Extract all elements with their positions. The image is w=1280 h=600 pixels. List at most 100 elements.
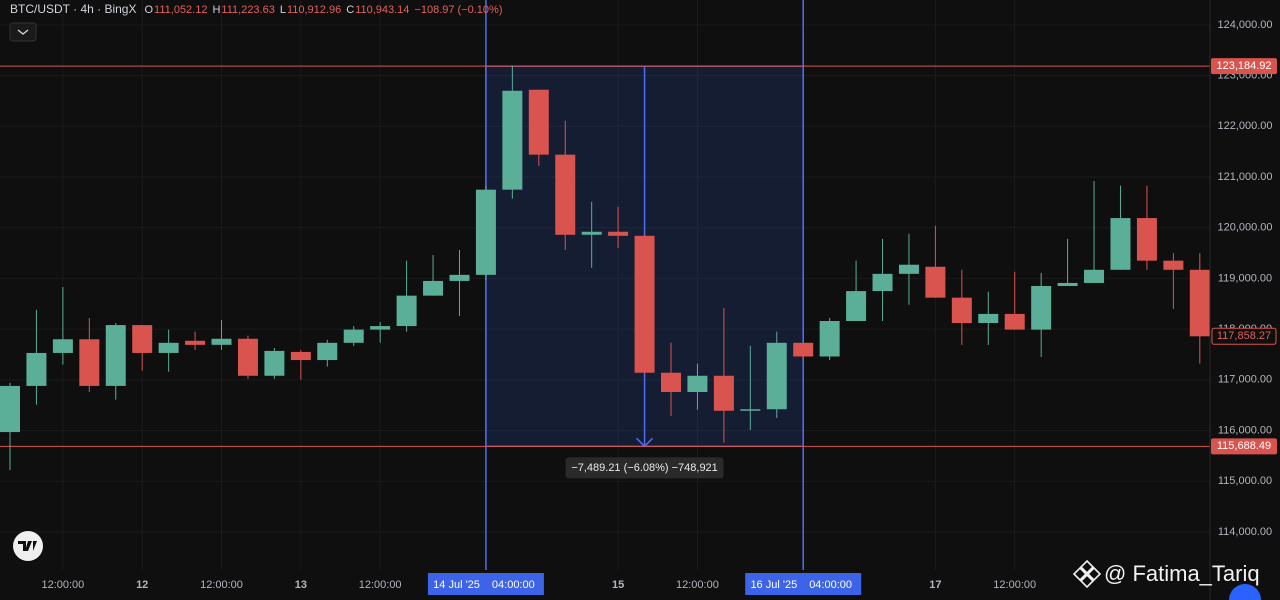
candle-body <box>502 90 523 190</box>
candle-body <box>555 154 576 235</box>
candle-body <box>661 372 681 393</box>
candle-body <box>1031 286 1052 330</box>
price-tag <box>1211 438 1277 455</box>
candle-body <box>1136 218 1157 261</box>
y-tick-label: 116,000.00 <box>1218 424 1272 436</box>
y-tick-label: 115,000.00 <box>1218 475 1272 487</box>
candle-body <box>1057 282 1078 287</box>
candle-body <box>26 352 47 386</box>
candle-body <box>237 338 258 376</box>
x-tick-label: 17 <box>929 579 941 591</box>
symbol-title: BTC/USDT · 4h · BingX <box>10 2 136 16</box>
candle-body <box>740 409 761 411</box>
y-tick-label: 120,000.00 <box>1217 222 1272 234</box>
tv-logo-mark <box>18 541 37 551</box>
candle-body <box>1110 218 1131 270</box>
candle-body <box>793 342 814 357</box>
candle-body <box>528 89 549 155</box>
collapse-button[interactable] <box>9 22 37 42</box>
y-tick-label: 124,000.00 <box>1217 19 1272 31</box>
candle-body <box>898 264 919 274</box>
candle-body <box>423 280 444 296</box>
candle-body <box>0 385 20 433</box>
price-tag-label: 115,688.49 <box>1217 440 1271 452</box>
y-tick-label: 117,000.00 <box>1218 374 1272 386</box>
y-axis: 114,000.00 115,000.00 116,000.00 117,000.00… <box>1211 19 1277 538</box>
candle-body <box>608 231 629 236</box>
candle-body <box>132 325 153 353</box>
ohlc-key: H <box>212 4 220 16</box>
x-tick-label: 12:00:00 <box>359 579 402 591</box>
plot: −7,489.21 (−6.08%) −748,921 <box>0 0 1210 570</box>
candle-body <box>79 339 100 386</box>
ohlc-value: 111,052.12 <box>154 4 207 16</box>
candle-body <box>158 342 179 353</box>
candle-body <box>396 295 417 327</box>
header: BTC/USDT · 4h · BingX O 111,052.12 H 111,223… <box>10 2 503 16</box>
y-tick-label: 121,000.00 <box>1217 171 1272 183</box>
measure-label: −7,489.21 (−6.08%) −748,921 <box>571 462 717 474</box>
candle-body <box>475 189 496 275</box>
ohlc-key: L <box>280 4 286 16</box>
watermark: @ Fatima_Tariq <box>1104 561 1260 586</box>
price-tag-label: 123,184.92 <box>1216 60 1271 72</box>
price-tag <box>1211 58 1277 75</box>
candle-body <box>687 375 708 393</box>
x-tick-label: 12:00:00 <box>41 579 84 591</box>
last-price-tag <box>1211 327 1277 345</box>
candle-body <box>634 235 655 373</box>
ohlc-change: −108.97 (−0.10%) <box>414 4 502 16</box>
collapse-icon <box>17 29 29 35</box>
watermark-icon <box>1072 559 1102 589</box>
x-tick-label: 15 <box>612 579 624 591</box>
candle-body <box>52 339 73 353</box>
candle-body <box>370 326 391 330</box>
candle-body <box>1163 260 1184 270</box>
y-tick-label: 122,000.00 <box>1217 120 1272 132</box>
y-tick-label: 114,000.00 <box>1218 526 1272 538</box>
candle-body <box>978 313 999 324</box>
ohlc-key: C <box>346 4 354 16</box>
scroll-button[interactable] <box>1229 584 1261 600</box>
candle-body <box>925 266 946 298</box>
ohlc-value: 110,912.96 <box>287 4 341 16</box>
x-tick-label: 13 <box>295 579 307 591</box>
ohlc-value: 111,223.63 <box>221 4 274 16</box>
candle-body <box>449 274 470 281</box>
ohlc-value: 110,943.14 <box>355 4 409 16</box>
candle-body <box>185 340 206 345</box>
measure-label-bg <box>565 457 724 479</box>
last-price-label: 117,858.27 <box>1217 330 1271 342</box>
candle-body <box>846 291 867 322</box>
x-tick-label: 12:00:00 <box>993 579 1036 591</box>
candle-body <box>819 321 840 357</box>
candle-body <box>581 231 602 235</box>
watermark-logo <box>1072 559 1102 589</box>
x-axis: 12:00:00 12 12:00:00 13 12:00:00 15 12:00:00 17… <box>41 573 1036 595</box>
candle-body <box>766 342 787 410</box>
candle-body <box>211 338 232 345</box>
candle-body <box>264 350 285 376</box>
x-tick-label: 12 <box>136 579 148 591</box>
candle-body <box>317 342 338 361</box>
x-tick-label: 12:00:00 <box>676 579 719 591</box>
ohlc-key: O <box>144 4 153 16</box>
candle-body <box>290 351 311 361</box>
x-highlight-time: 04:00:00 <box>809 579 852 591</box>
x-highlight-bg <box>427 573 544 595</box>
candle-body <box>1084 269 1105 283</box>
candle-body <box>713 375 734 411</box>
x-highlight-bg <box>745 573 862 595</box>
grid <box>0 0 1210 570</box>
candle-body <box>1189 269 1210 337</box>
x-highlight-date: 16 Jul '25 <box>750 579 797 591</box>
candle-body <box>872 273 893 292</box>
x-highlight-date: 14 Jul '25 <box>433 579 480 591</box>
x-tick-label: 12:00:00 <box>200 579 243 591</box>
x-highlight-time: 04:00:00 <box>492 579 535 591</box>
candle-body <box>1004 313 1025 330</box>
candle-body <box>951 297 972 324</box>
candle-body <box>343 329 364 343</box>
